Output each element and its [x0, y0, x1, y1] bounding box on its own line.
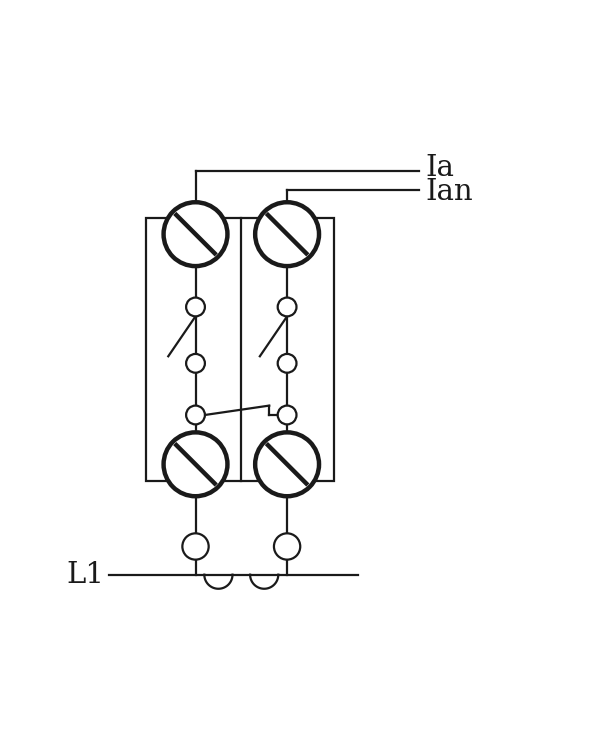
Text: L1: L1 [66, 561, 104, 589]
Circle shape [186, 354, 205, 373]
Circle shape [186, 405, 205, 424]
Circle shape [164, 432, 227, 496]
Circle shape [274, 533, 300, 559]
Bar [146, 218, 334, 481]
Circle shape [186, 298, 205, 317]
Circle shape [164, 202, 227, 266]
Circle shape [278, 354, 296, 373]
Circle shape [255, 432, 319, 496]
Circle shape [182, 533, 208, 559]
Circle shape [278, 405, 296, 424]
Circle shape [255, 202, 319, 266]
Text: Ian: Ian [425, 178, 473, 206]
Circle shape [278, 298, 296, 317]
Text: Ia: Ia [425, 154, 454, 183]
